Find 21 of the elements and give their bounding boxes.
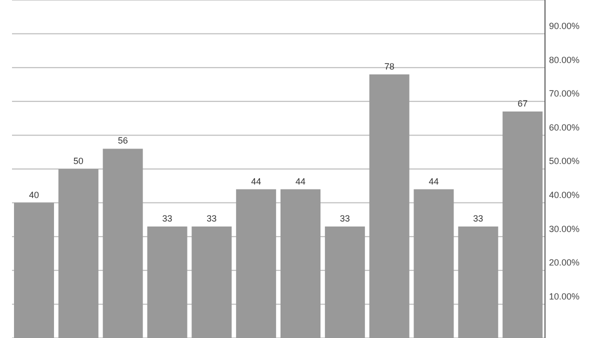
data-label: 33 bbox=[473, 213, 484, 224]
data-label: 33 bbox=[340, 213, 350, 224]
data-label: 78 bbox=[384, 61, 394, 72]
y-tick-label: 30.00% bbox=[549, 224, 580, 234]
y-tick-label: 40.00% bbox=[549, 190, 580, 200]
y-tick-label: 60.00% bbox=[549, 122, 580, 132]
y-tick-label: 10.00% bbox=[549, 291, 580, 302]
y-tick-label: 70.00% bbox=[549, 88, 580, 99]
y-tick-label: 80.00% bbox=[549, 54, 580, 65]
y-tick-label: 50.00% bbox=[549, 156, 580, 166]
data-label: 33 bbox=[162, 213, 172, 224]
data-label: 40 bbox=[28, 190, 40, 200]
data-label: 67 bbox=[518, 98, 528, 109]
data-label: 50 bbox=[73, 156, 84, 166]
data-label: 44 bbox=[428, 176, 439, 186]
y-tick-label: 20.00% bbox=[549, 258, 580, 268]
y-tick-label: 90.00% bbox=[549, 20, 580, 31]
data-label: 56 bbox=[118, 136, 128, 146]
data-label: 44 bbox=[251, 176, 262, 186]
data-label: 44 bbox=[295, 176, 306, 186]
data-label: 33 bbox=[206, 213, 217, 224]
